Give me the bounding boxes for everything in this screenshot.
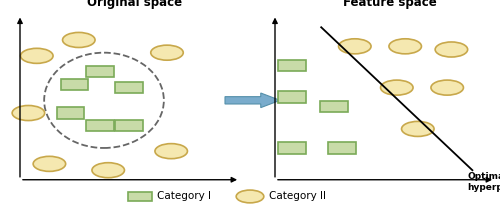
FancyBboxPatch shape xyxy=(128,192,152,201)
Ellipse shape xyxy=(92,163,124,178)
Text: Category I: Category I xyxy=(156,191,210,201)
Ellipse shape xyxy=(12,106,44,121)
FancyBboxPatch shape xyxy=(320,101,347,112)
Ellipse shape xyxy=(338,39,371,54)
FancyBboxPatch shape xyxy=(56,107,84,119)
Ellipse shape xyxy=(155,144,188,159)
Ellipse shape xyxy=(431,80,464,95)
Ellipse shape xyxy=(236,190,264,203)
FancyBboxPatch shape xyxy=(86,120,114,131)
Text: Optimal
hyperplane: Optimal hyperplane xyxy=(468,172,500,192)
FancyBboxPatch shape xyxy=(278,142,305,154)
Ellipse shape xyxy=(62,32,95,47)
Text: Original space: Original space xyxy=(88,0,182,9)
Ellipse shape xyxy=(20,48,53,63)
Text: Feature space: Feature space xyxy=(343,0,437,9)
Polygon shape xyxy=(225,93,280,108)
Ellipse shape xyxy=(402,121,434,136)
Ellipse shape xyxy=(380,80,413,95)
FancyBboxPatch shape xyxy=(116,120,143,131)
FancyBboxPatch shape xyxy=(278,91,305,103)
Ellipse shape xyxy=(435,42,468,57)
Ellipse shape xyxy=(150,45,183,60)
FancyBboxPatch shape xyxy=(61,79,88,90)
Ellipse shape xyxy=(33,156,66,171)
Text: Category II: Category II xyxy=(269,191,326,201)
FancyBboxPatch shape xyxy=(116,82,143,93)
FancyBboxPatch shape xyxy=(86,66,114,78)
FancyBboxPatch shape xyxy=(328,142,356,154)
FancyBboxPatch shape xyxy=(278,60,305,71)
Ellipse shape xyxy=(389,39,422,54)
